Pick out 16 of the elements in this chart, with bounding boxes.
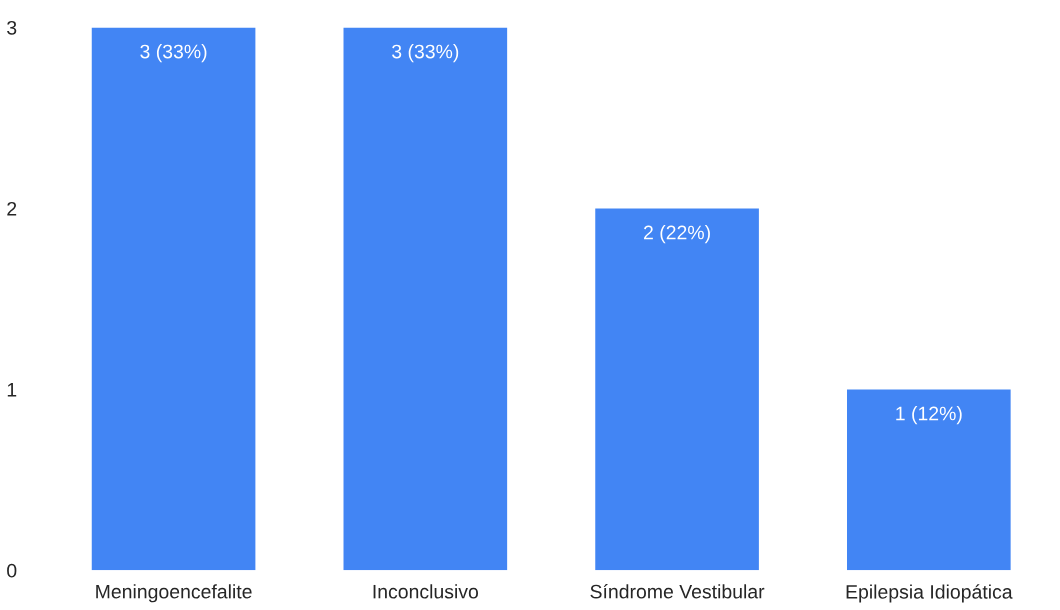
- x-tick-label: Meningoencefalite: [96, 584, 252, 603]
- data-label: 3 (33%): [392, 44, 459, 63]
- bar: [595, 208, 759, 571]
- data-label: 3 (33%): [140, 44, 207, 63]
- y-tick-label: 2: [7, 201, 17, 216]
- x-tick-label: Inconclusivo: [373, 584, 479, 599]
- x-tick-label: Epilepsia Idiopática: [846, 584, 1013, 603]
- bar: [847, 389, 1011, 571]
- y-tick-label: 3: [7, 20, 17, 35]
- y-tick-label: 0: [7, 563, 17, 578]
- y-tick-label: 1: [7, 383, 17, 397]
- bar: [91, 27, 256, 571]
- bar: [343, 27, 508, 571]
- x-tick-label: Síndrome Vestibular: [590, 584, 765, 599]
- data-label: 1 (12%): [896, 406, 962, 425]
- data-label: 2 (22%): [644, 225, 710, 244]
